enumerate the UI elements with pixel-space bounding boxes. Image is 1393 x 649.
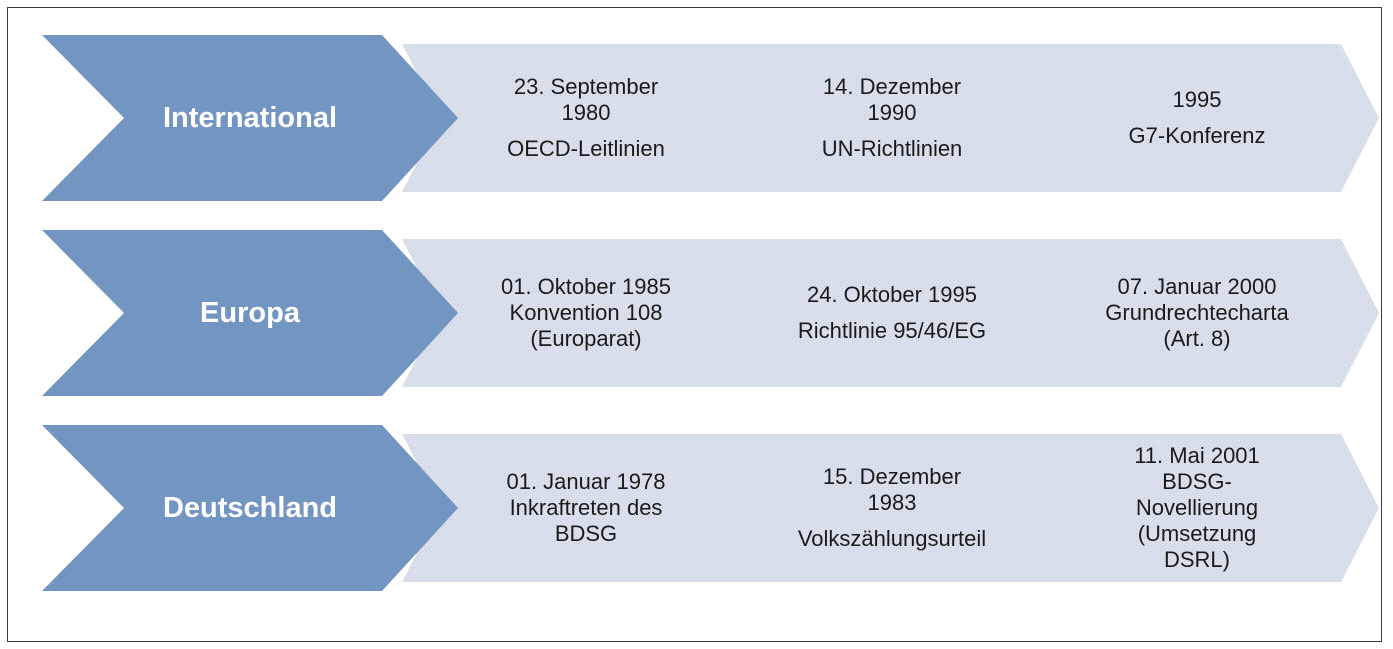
- step-chevron: [402, 239, 768, 387]
- step-date: 1995: [1172, 87, 1222, 112]
- step-date: 23. September: [513, 74, 659, 99]
- step-chevron: [1013, 44, 1379, 192]
- spacer: [1082, 113, 1312, 123]
- spacer: [777, 308, 1007, 318]
- step-event: Richtlinie 95/46/EG: [797, 318, 987, 343]
- step-event: G7-Konferenz: [1128, 123, 1266, 148]
- category-label: Europa: [200, 297, 300, 329]
- step-date: 14. Dezember: [822, 74, 962, 99]
- step-date: 24. Oktober 1995: [806, 282, 977, 307]
- step-date: 01. Januar 1978: [506, 469, 666, 494]
- step-date: 07. Januar 2000: [1117, 274, 1277, 299]
- step-event: OECD-Leitlinien: [507, 136, 665, 161]
- step-text: 15. Dezember 1983 Volkszählungsurteil: [777, 434, 1007, 582]
- category-label: International: [162, 102, 337, 134]
- step-text: 14. Dezember 1990 UN-Richtlinien: [777, 44, 1007, 192]
- step-chevron: [707, 434, 1073, 582]
- timeline-row-europa: Europa 01. Oktober 1985 Konvention 108 (Eur…: [0, 230, 1393, 400]
- step-chevron: [707, 44, 1073, 192]
- spacer: [777, 516, 1007, 526]
- step-date: 1990: [867, 100, 917, 125]
- step-chevron: [707, 239, 1073, 387]
- step-date: 1980: [561, 100, 611, 125]
- step-event: Volkszählungsurteil: [797, 526, 987, 551]
- step-text: 01. Oktober 1985 Konvention 108 (Europarat…: [471, 239, 701, 387]
- step-text: 11. Mai 2001 BDSG- Novellierung (Umsetzung D…: [1082, 434, 1312, 582]
- category-chevron: [42, 35, 458, 201]
- spacer: [777, 126, 1007, 136]
- step-text: 23. September 1980 OECD-Leitlinien: [471, 44, 701, 192]
- step-text: 01. Januar 1978 Inkraftreten des BDSG: [471, 434, 701, 582]
- row-shapes: [42, 230, 1379, 396]
- row-shapes: [42, 35, 1379, 201]
- step-event: (Umsetzung: [1137, 521, 1257, 546]
- step-event: BDSG: [554, 521, 618, 546]
- step-chevron: [402, 434, 768, 582]
- timeline-row-deutschland: Deutschland 01. Januar 1978 Inkraftreten d…: [0, 425, 1393, 595]
- spacer: [471, 126, 701, 136]
- step-event: (Art. 8): [1163, 326, 1231, 351]
- step-date: 01. Oktober 1985: [500, 274, 671, 299]
- step-event: Novellierung: [1135, 495, 1259, 520]
- step-date: 11. Mai 2001: [1134, 443, 1260, 468]
- row-shapes: [42, 425, 1379, 591]
- step-date: 15. Dezember: [822, 464, 962, 489]
- diagram-frame: [7, 7, 1382, 642]
- category-chevron: [42, 230, 458, 396]
- category-chevron: [42, 425, 458, 591]
- step-event: Konvention 108: [509, 300, 663, 325]
- step-event: (Europarat): [530, 326, 642, 351]
- step-event: Grundrechtecharta: [1105, 300, 1289, 325]
- step-event: UN-Richtlinien: [821, 136, 963, 161]
- step-event: Inkraftreten des: [509, 495, 663, 520]
- step-chevron: [1013, 239, 1379, 387]
- step-text: 07. Januar 2000 Grundrechtecharta (Art. 8): [1082, 239, 1312, 387]
- step-event: BDSG-: [1162, 469, 1232, 494]
- step-chevron: [1013, 434, 1379, 582]
- step-text: 1995 G7-Konferenz: [1082, 44, 1312, 192]
- step-date: 1983: [867, 490, 917, 515]
- step-chevron: [402, 44, 768, 192]
- step-text: 24. Oktober 1995 Richtlinie 95/46/EG: [777, 239, 1007, 387]
- step-event: DSRL): [1163, 547, 1230, 572]
- category-label: Deutschland: [162, 492, 338, 524]
- timeline-row-international: International 23. September 1980 OECD-Leitl…: [0, 35, 1393, 205]
